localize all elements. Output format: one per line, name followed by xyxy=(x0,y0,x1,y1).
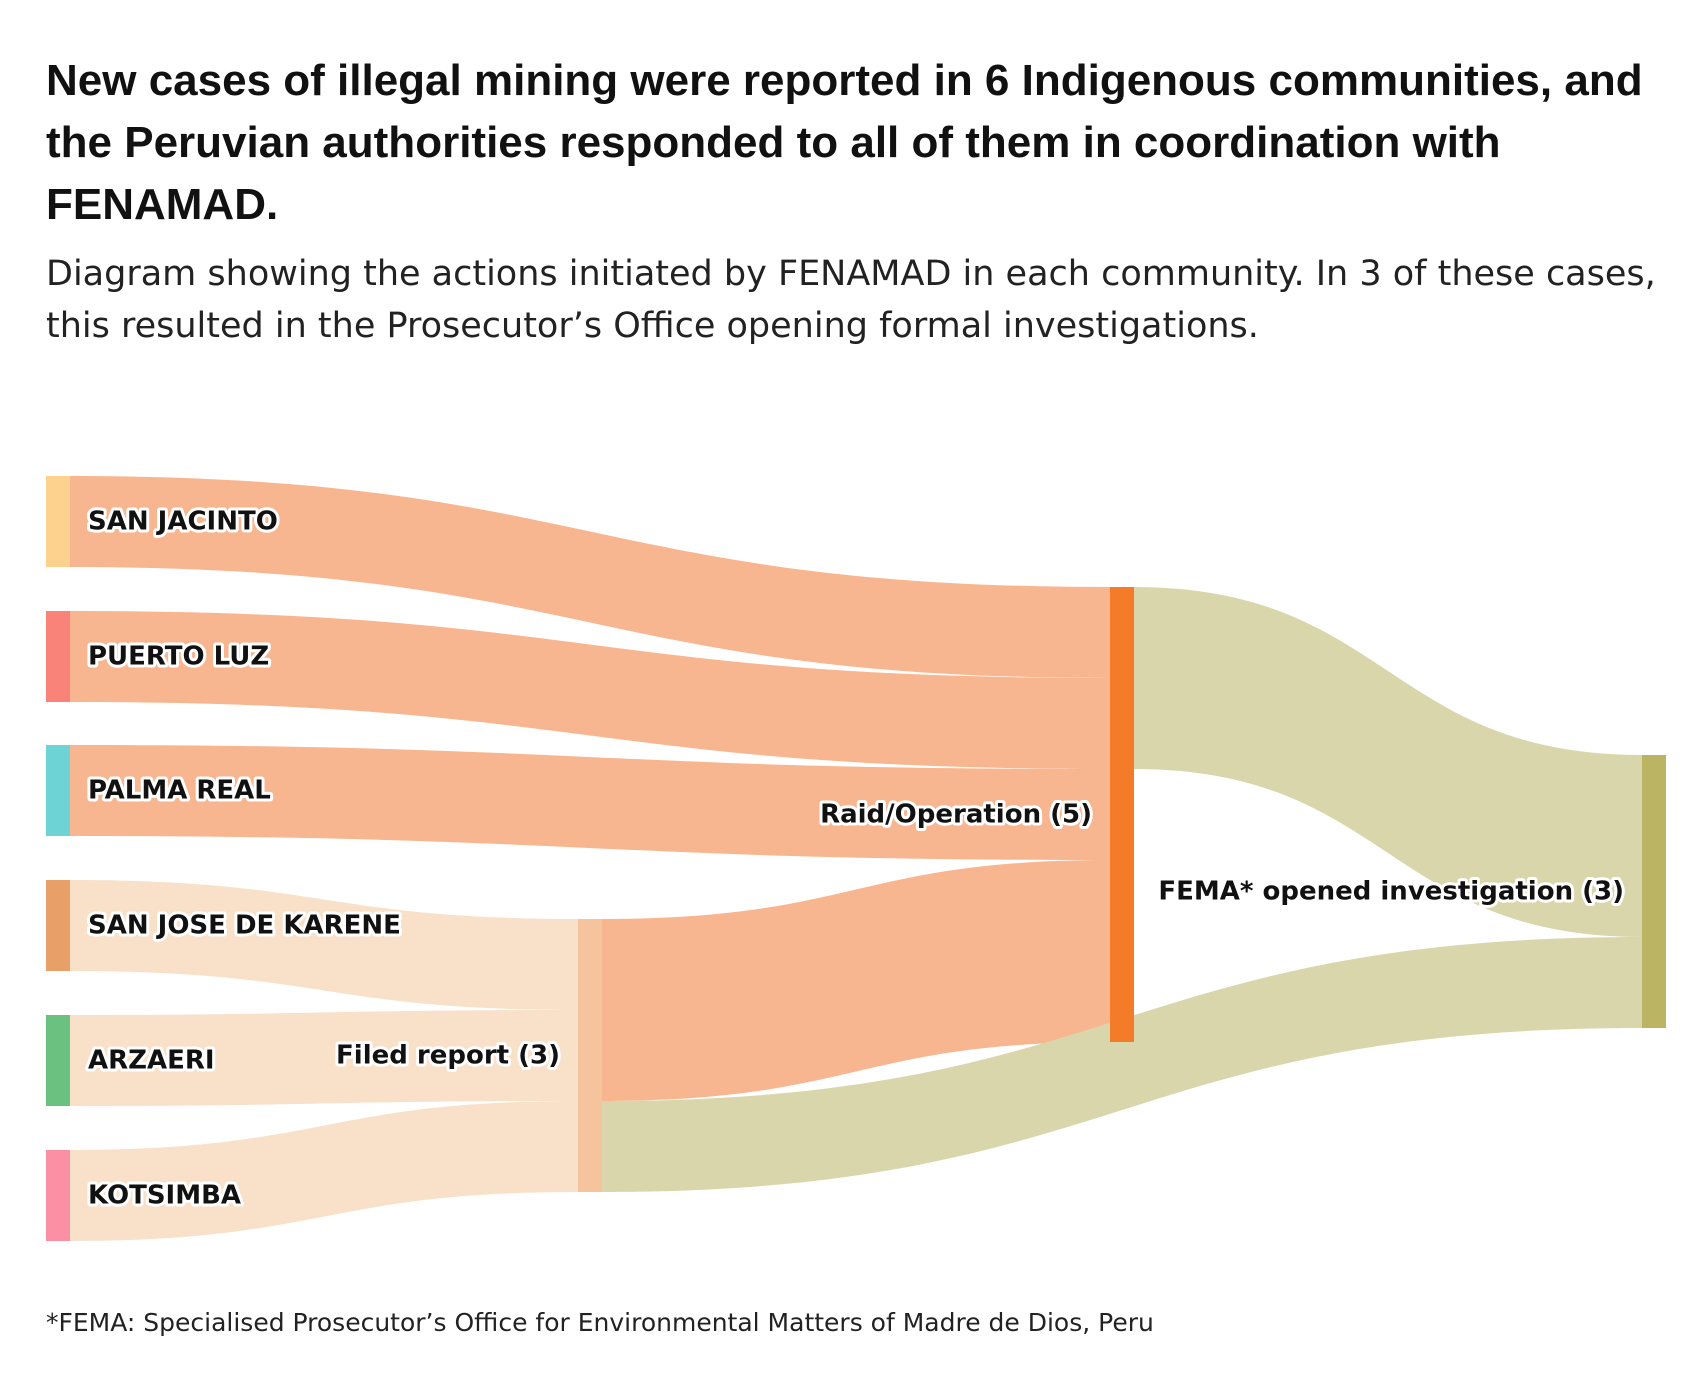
node-san-jacinto[interactable] xyxy=(46,476,70,567)
sankey-diagram: SAN JACINTO PUERTO LUZ PALMA REAL SAN JOSE … xyxy=(46,476,1666,1241)
node-puerto-luz[interactable] xyxy=(46,611,70,702)
sankey-labels: SAN JACINTO PUERTO LUZ PALMA REAL SAN JOSE … xyxy=(85,504,1627,1214)
sankey-links xyxy=(70,476,1642,1241)
node-san-jose-de-karene[interactable] xyxy=(46,880,70,971)
label-fema: FEMA* opened investigation (3) xyxy=(1158,877,1624,907)
sankey-nodes xyxy=(46,476,1666,1241)
link-arzaeri-to-filed-report[interactable] xyxy=(70,1010,578,1106)
label-kotsimba: KOTSIMBA xyxy=(88,1181,241,1211)
link-san-jacinto-to-raid-operation[interactable] xyxy=(70,476,1110,678)
link-kotsimba-to-filed-report[interactable] xyxy=(70,1101,578,1241)
node-arzaeri[interactable] xyxy=(46,1015,70,1106)
chart-subtitle: Diagram showing the actions initiated by… xyxy=(46,254,1656,346)
link-palma-real-to-raid-operation[interactable] xyxy=(70,745,1110,860)
chart-title: New cases of illegal mining were reporte… xyxy=(46,56,1643,229)
node-raid-operation[interactable] xyxy=(1110,587,1134,1042)
label-raid-operation: Raid/Operation (5) xyxy=(820,800,1092,830)
label-san-jacinto: SAN JACINTO xyxy=(88,507,278,537)
node-kotsimba[interactable] xyxy=(46,1150,70,1241)
label-filed-report: Filed report (3) xyxy=(336,1041,560,1071)
link-raid-operation-to-fema[interactable] xyxy=(1134,587,1642,937)
node-filed-report[interactable] xyxy=(578,919,602,1192)
node-fema[interactable] xyxy=(1642,755,1666,1028)
label-palma-real: PALMA REAL xyxy=(88,776,271,806)
link-filed-report-to-fema[interactable] xyxy=(602,937,1642,1192)
label-puerto-luz: PUERTO LUZ xyxy=(88,642,269,672)
link-puerto-luz-to-raid-operation[interactable] xyxy=(70,611,1110,769)
label-san-jose-de-karene: SAN JOSE DE KARENE xyxy=(88,911,401,941)
node-palma-real[interactable] xyxy=(46,745,70,836)
label-arzaeri: ARZAERI xyxy=(88,1046,215,1076)
link-filed-report-to-raid-operation[interactable] xyxy=(602,860,1110,1101)
footnote: *FEMA: Specialised Prosecutor’s Office f… xyxy=(46,1308,1154,1337)
link-san-jose-de-karene-to-filed-report[interactable] xyxy=(70,880,578,1010)
